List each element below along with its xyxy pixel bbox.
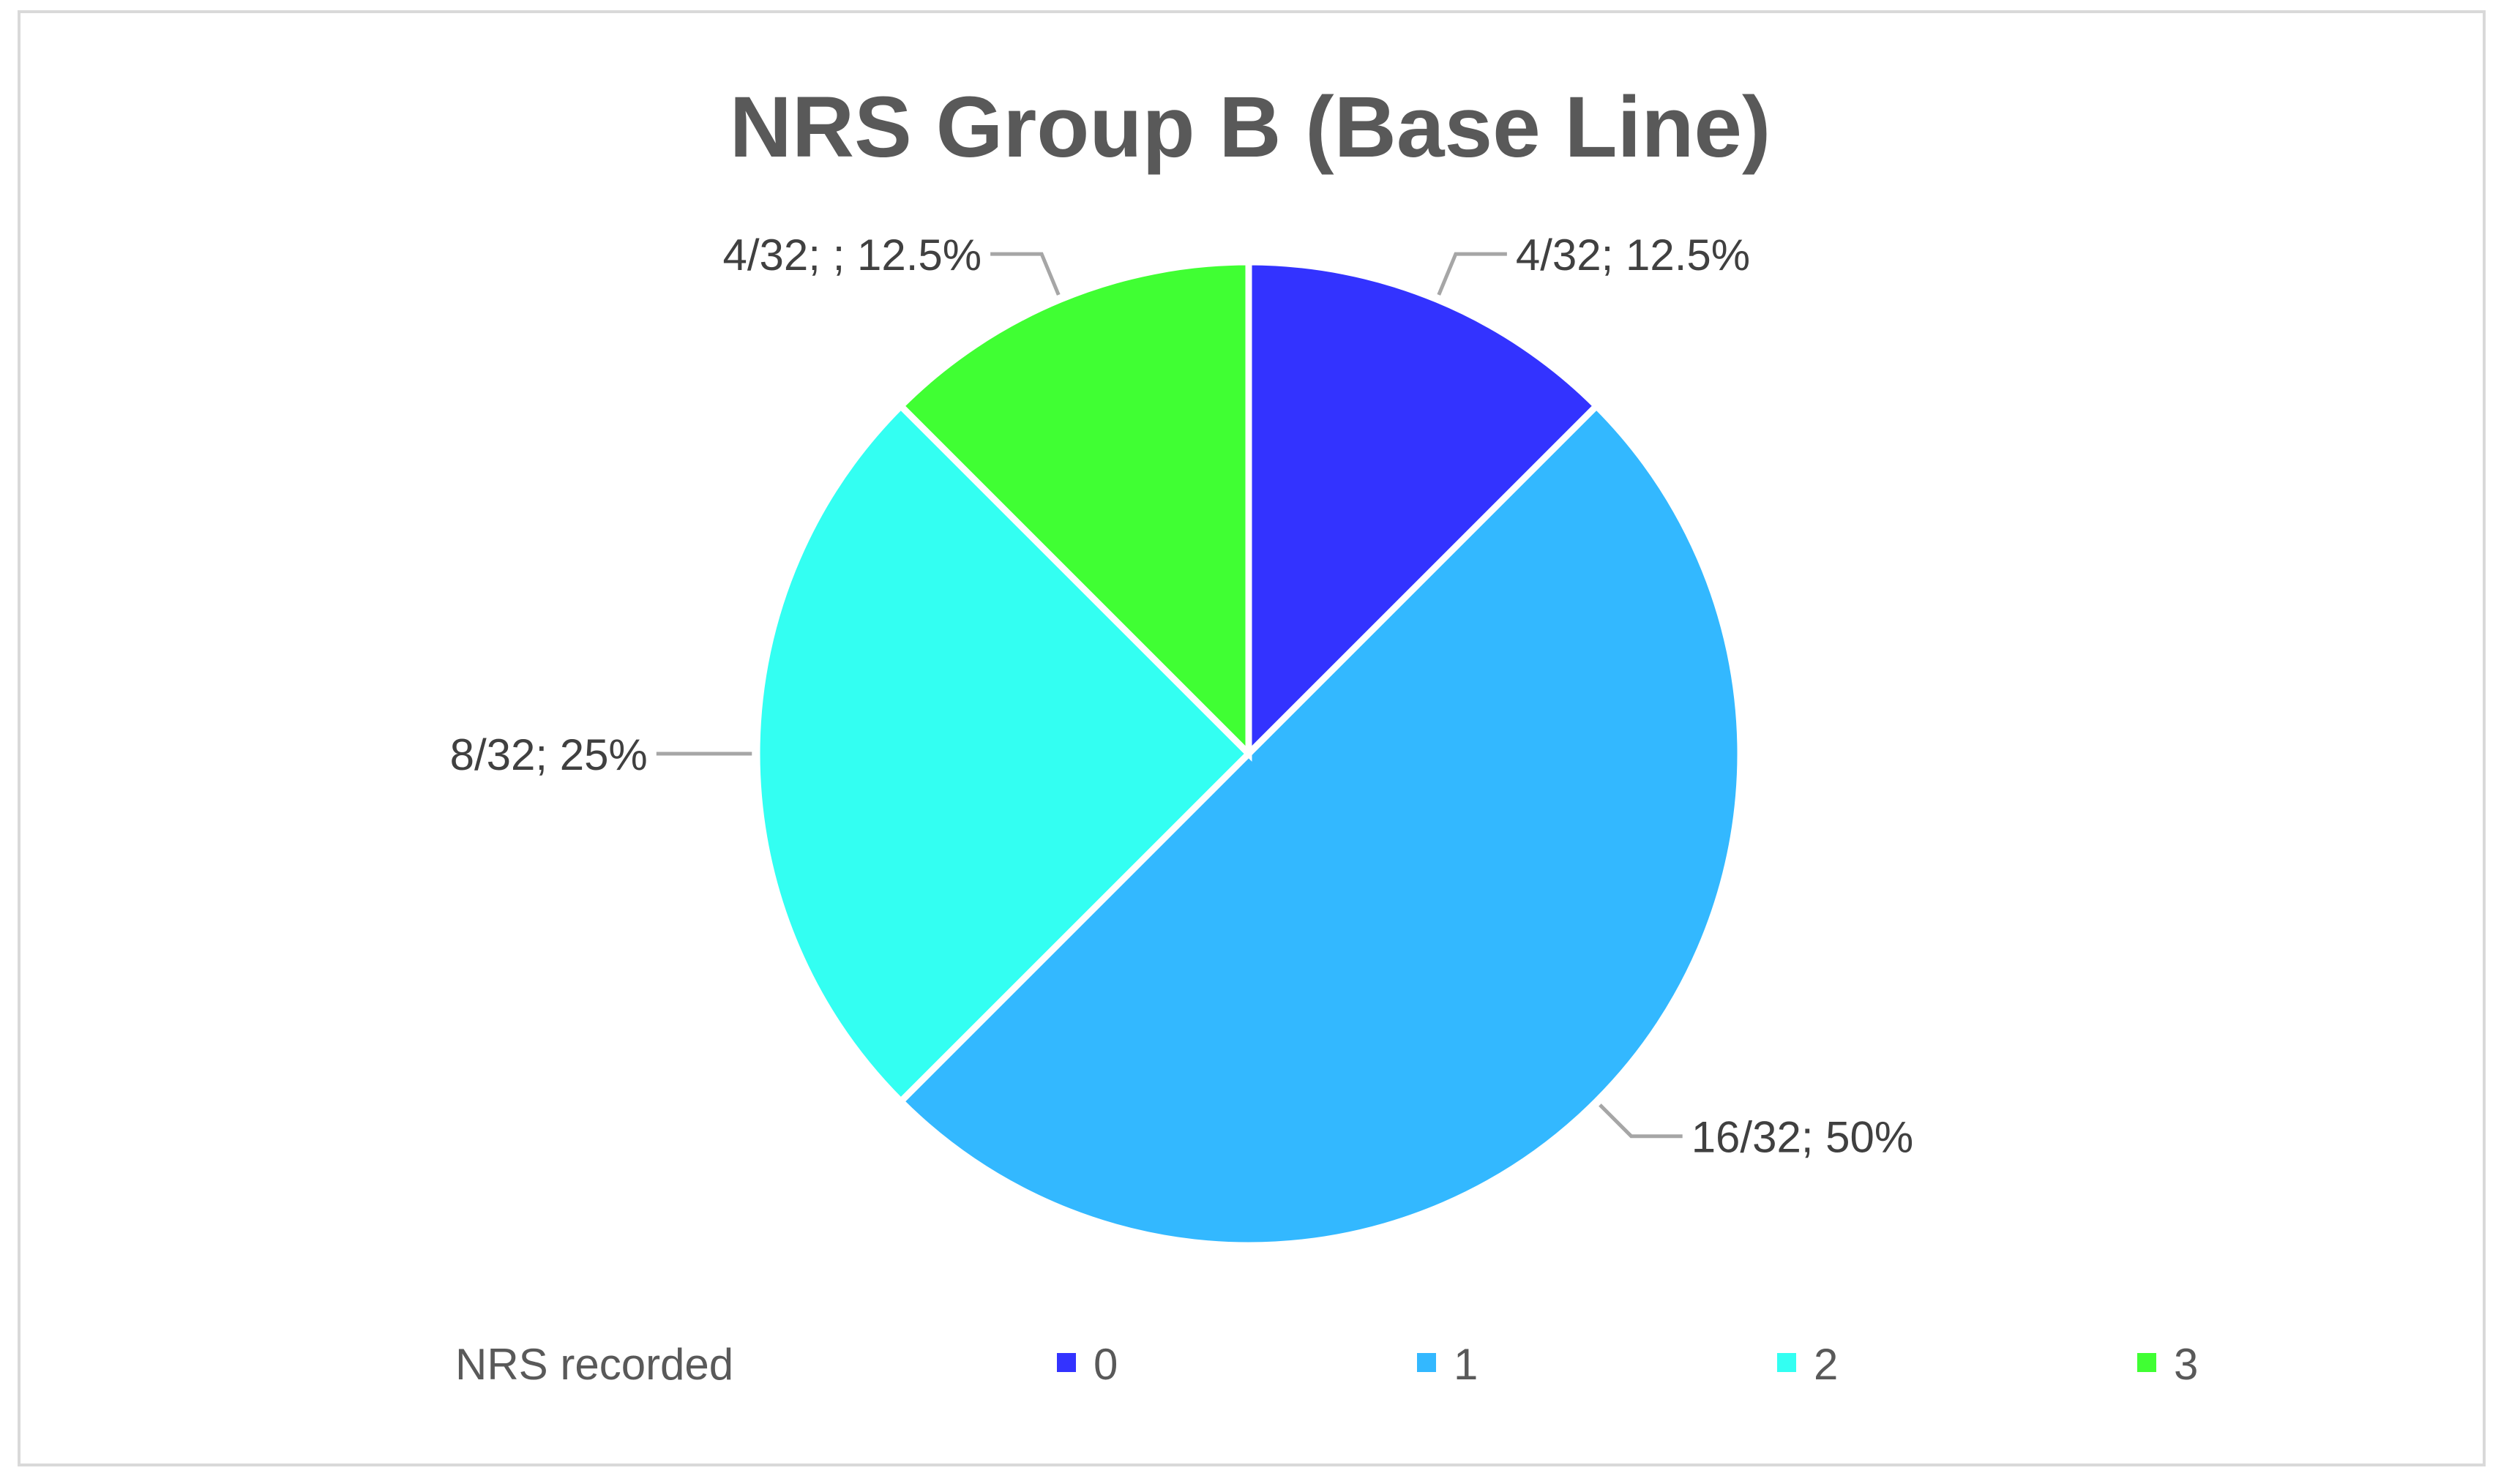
legend-label-2: 2 xyxy=(1814,1340,1838,1389)
pie-slice-0 xyxy=(1245,258,1601,762)
leader-line-1 xyxy=(1599,1103,1683,1139)
legend-item-2: 2 xyxy=(1777,1340,1838,1389)
data-label-3: 4/32; ; 12.5% xyxy=(723,231,982,280)
legend-swatch-0 xyxy=(1057,1353,1076,1372)
chart-title: NRS Group B (Base Line) xyxy=(730,79,1771,176)
legend-label-0: 0 xyxy=(1094,1340,1118,1389)
legend-item-1: 1 xyxy=(1417,1340,1478,1389)
legend-item-0: 0 xyxy=(1057,1340,1118,1389)
legend-swatch-2 xyxy=(1777,1353,1796,1372)
legend: NRS recorded 0 1 2 3 xyxy=(455,1340,2198,1389)
leader-line-0 xyxy=(1437,252,1507,296)
data-label-2: 8/32; 25% xyxy=(450,730,648,779)
legend-title: NRS recorded xyxy=(455,1340,733,1389)
legend-swatch-3 xyxy=(2137,1353,2156,1372)
legend-label-3: 3 xyxy=(2174,1340,2198,1389)
leader-line-3 xyxy=(990,252,1061,296)
legend-label-1: 1 xyxy=(1454,1340,1478,1389)
pie-slices xyxy=(753,258,1744,1249)
pie-slice-2 xyxy=(753,401,1254,1106)
pie-slice-1 xyxy=(896,401,1744,1249)
legend-items: 0 1 2 3 xyxy=(1057,1340,2198,1389)
pie-slice-3 xyxy=(896,258,1252,762)
data-label-1: 16/32; 50% xyxy=(1691,1113,1914,1162)
data-labels: 4/32; 12.5% 16/32; 50% 8/32; 25% 4/32; ; 12… xyxy=(450,231,1914,1162)
legend-item-3: 3 xyxy=(2137,1340,2198,1389)
leader-lines xyxy=(656,252,1683,1139)
data-label-0: 4/32; 12.5% xyxy=(1516,231,1750,280)
legend-swatch-1 xyxy=(1417,1353,1436,1372)
